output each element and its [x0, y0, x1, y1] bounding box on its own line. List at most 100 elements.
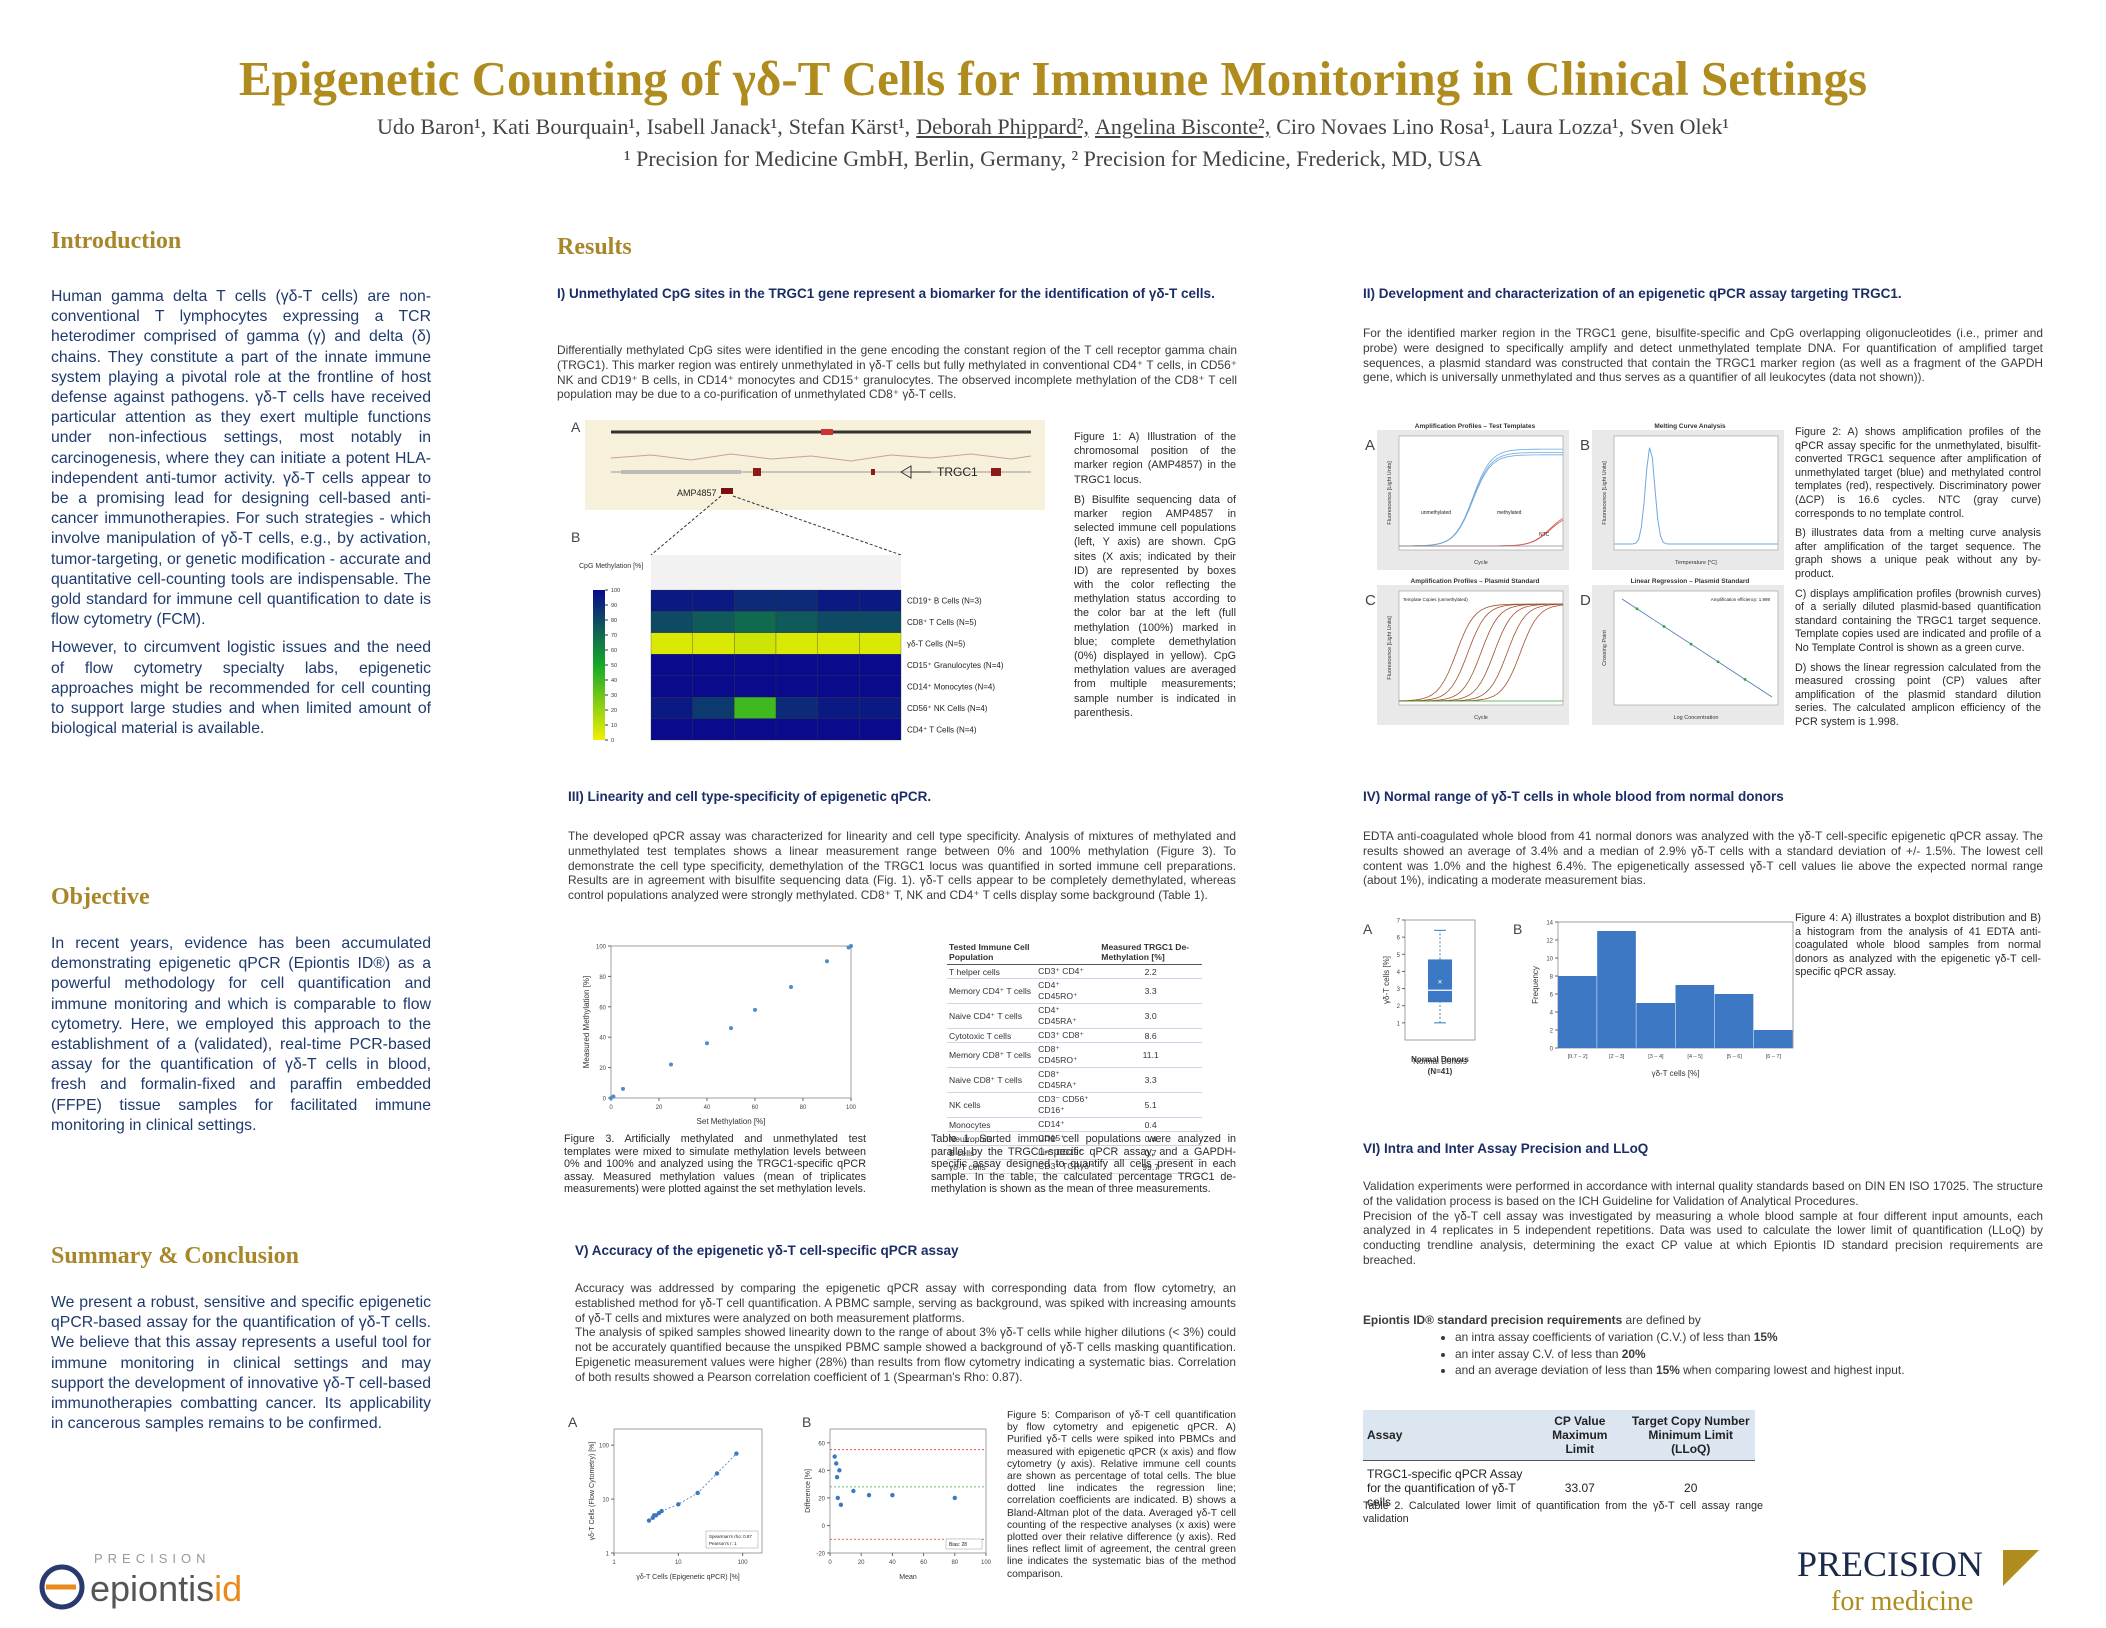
panel-letter: A [1363, 921, 1373, 937]
logo-text: epiontisid [90, 1568, 242, 1609]
table-caption: Table 1. Sorted immune cell populations … [931, 1133, 1236, 1196]
table-cell: 99.7 [1099, 1159, 1202, 1174]
x-axis-label: (N=41) [1428, 1067, 1453, 1076]
logo-text: PRECISION [1797, 1544, 1983, 1584]
track-marker [821, 429, 833, 435]
author: Isabell Janack¹, [646, 114, 783, 139]
figure-2: A Amplification Profiles – Test Templates… [1365, 423, 1784, 725]
data-point [952, 1495, 957, 1501]
heatmap-cell [817, 718, 860, 741]
table-row: Naive CD4⁺ T cells CD4⁺ CD45RA⁺ 3.0 [947, 1003, 1202, 1029]
heatmap-cell [650, 654, 693, 676]
colorbar-tick-label: 60 [611, 648, 617, 654]
subsection-text: Accuracy was addressed by comparing the … [575, 1281, 1236, 1385]
table-cell: γδ-T cells [947, 1159, 1037, 1174]
y-axis-label: Fluorescence [Light Units] [1387, 616, 1393, 680]
x-tick-label: 40 [889, 1560, 896, 1566]
data-point [734, 1451, 739, 1456]
heatmap-cell [734, 696, 777, 719]
panel-letter: D [1580, 592, 1591, 609]
table-cell: TRGC1-specific qPCR Assay for the quanti… [1367, 1467, 1523, 1509]
y-tick-label: 14 [1546, 921, 1553, 927]
table-cell: Memory CD8⁺ T cells [947, 1042, 1037, 1068]
row-label: CD4⁺ T Cells (N=4) [907, 725, 977, 734]
x-tick-label: 100 [738, 1560, 749, 1566]
column-header: Tested Immune Cell Population [947, 940, 1037, 965]
data-point [676, 1502, 681, 1507]
table-cell: 2.2 [1099, 964, 1202, 979]
header-row: Tested Immune Cell Population Measured TR… [947, 940, 1202, 965]
y-tick-label: 6 [1550, 993, 1554, 999]
x-axis-label: Mean [899, 1574, 917, 1581]
heatmap-cell [734, 654, 777, 676]
standard-point [1743, 677, 1747, 681]
bar [1558, 976, 1597, 1048]
row-label: CD14⁺ Monocytes (N=4) [907, 682, 995, 691]
column-header: Target Copy Number Minimum Limit (LLoQ) [1626, 1410, 1755, 1461]
x-tick-label: 60 [920, 1560, 927, 1566]
box [1428, 959, 1452, 1003]
heatmap-cell [692, 654, 735, 676]
table-cell: Neutrophils [947, 1131, 1037, 1146]
column-header [1036, 940, 1100, 965]
requirements-list: an intra assay coefficients of variation… [1363, 1330, 2043, 1378]
paragraph: The analysis of spiked samples showed li… [575, 1325, 1236, 1384]
y-axis-label: Difference [%] [805, 1469, 812, 1513]
author: Stefan Kärst¹, [788, 114, 911, 139]
legend-box [705, 1530, 759, 1549]
table-cell: NK cells [947, 1092, 1037, 1118]
caption-paragraph: B) Bisulfite sequencing data of marker r… [1074, 493, 1236, 719]
affiliations: ¹ Precision for Medicine GmbH, Berlin, G… [624, 146, 1482, 171]
x-tick-label: 1 [612, 1560, 616, 1566]
data-point [834, 1475, 840, 1480]
x-tick-label: [2 – 3] [1609, 1054, 1625, 1060]
subsection-text: The developed qPCR assay was characteriz… [568, 829, 1236, 903]
panel-letter: A [571, 420, 581, 435]
y-tick-label: 60 [599, 1005, 606, 1011]
table-row: TRGC1-specific qPCR Assay for the quanti… [1363, 1461, 1755, 1516]
table-cell: Monocytes [947, 1117, 1037, 1132]
table-cell: 3.3 [1099, 1067, 1202, 1093]
table-row: Memory CD4⁺ T cells CD4⁺ CD45RO⁺ 3.3 [947, 978, 1202, 1004]
region-label: AMP4857 [677, 488, 717, 498]
panel-letter: B [1580, 437, 1590, 454]
heatmap-cell [859, 696, 902, 719]
y-axis-label: γδ-T cells [%] [1382, 956, 1391, 1004]
table-2: Assay CP Value Maximum Limit Target Copy N… [1363, 1410, 1755, 1515]
y-tick-label: 4 [1397, 970, 1401, 976]
gene-bar [621, 470, 741, 474]
panel-letter: B [802, 1414, 811, 1430]
bar [1597, 931, 1636, 1048]
y-tick-label: 1 [606, 1552, 610, 1558]
x-axis-label: Temperature [°C] [1675, 560, 1717, 566]
requirement-part: 20% [1621, 1346, 1646, 1361]
colorbar-tick-label: 10 [611, 723, 617, 729]
y-tick-label: 5 [1397, 953, 1401, 959]
caption-paragraph: Figure 1: A) Illustration of the chromos… [1074, 431, 1236, 486]
x-tick-label: [4 – 5] [1687, 1054, 1703, 1060]
x-axis-label: Cycle [1474, 715, 1488, 721]
x-tick-label: 40 [704, 1105, 711, 1111]
y-tick-label: 100 [599, 1444, 610, 1450]
x-axis-label: Normal Donors [1411, 1055, 1469, 1064]
exon [991, 468, 1001, 476]
x-tick-label: 20 [858, 1560, 865, 1566]
x-tick-label: 80 [951, 1560, 958, 1566]
y-tick-label: 0 [603, 1097, 607, 1103]
figure-5: A B 1 10 100 1 10 100 γδ-T Cells (Epigenetic qPC… [568, 1414, 992, 1581]
x-axis-label: γδ-T cells [%] [1652, 1069, 1700, 1078]
heatmap-cell [734, 632, 777, 655]
x-tick-label: 100 [981, 1560, 992, 1566]
plot-area [610, 945, 852, 1099]
plot-area [1613, 435, 1779, 551]
requirement-part: 15% [1753, 1329, 1778, 1344]
standard-point [1662, 625, 1666, 628]
y-axis-label: Measured Methylation [%] [582, 976, 591, 1069]
author: Laura Lozza¹, [1501, 114, 1625, 139]
heatmap-cell [859, 718, 902, 741]
header-row: Assay CP Value Maximum Limit Target Copy N… [1363, 1410, 1755, 1461]
y-tick-label: 4 [1550, 1011, 1554, 1017]
author: Angelina Bisconte², [1094, 114, 1271, 139]
